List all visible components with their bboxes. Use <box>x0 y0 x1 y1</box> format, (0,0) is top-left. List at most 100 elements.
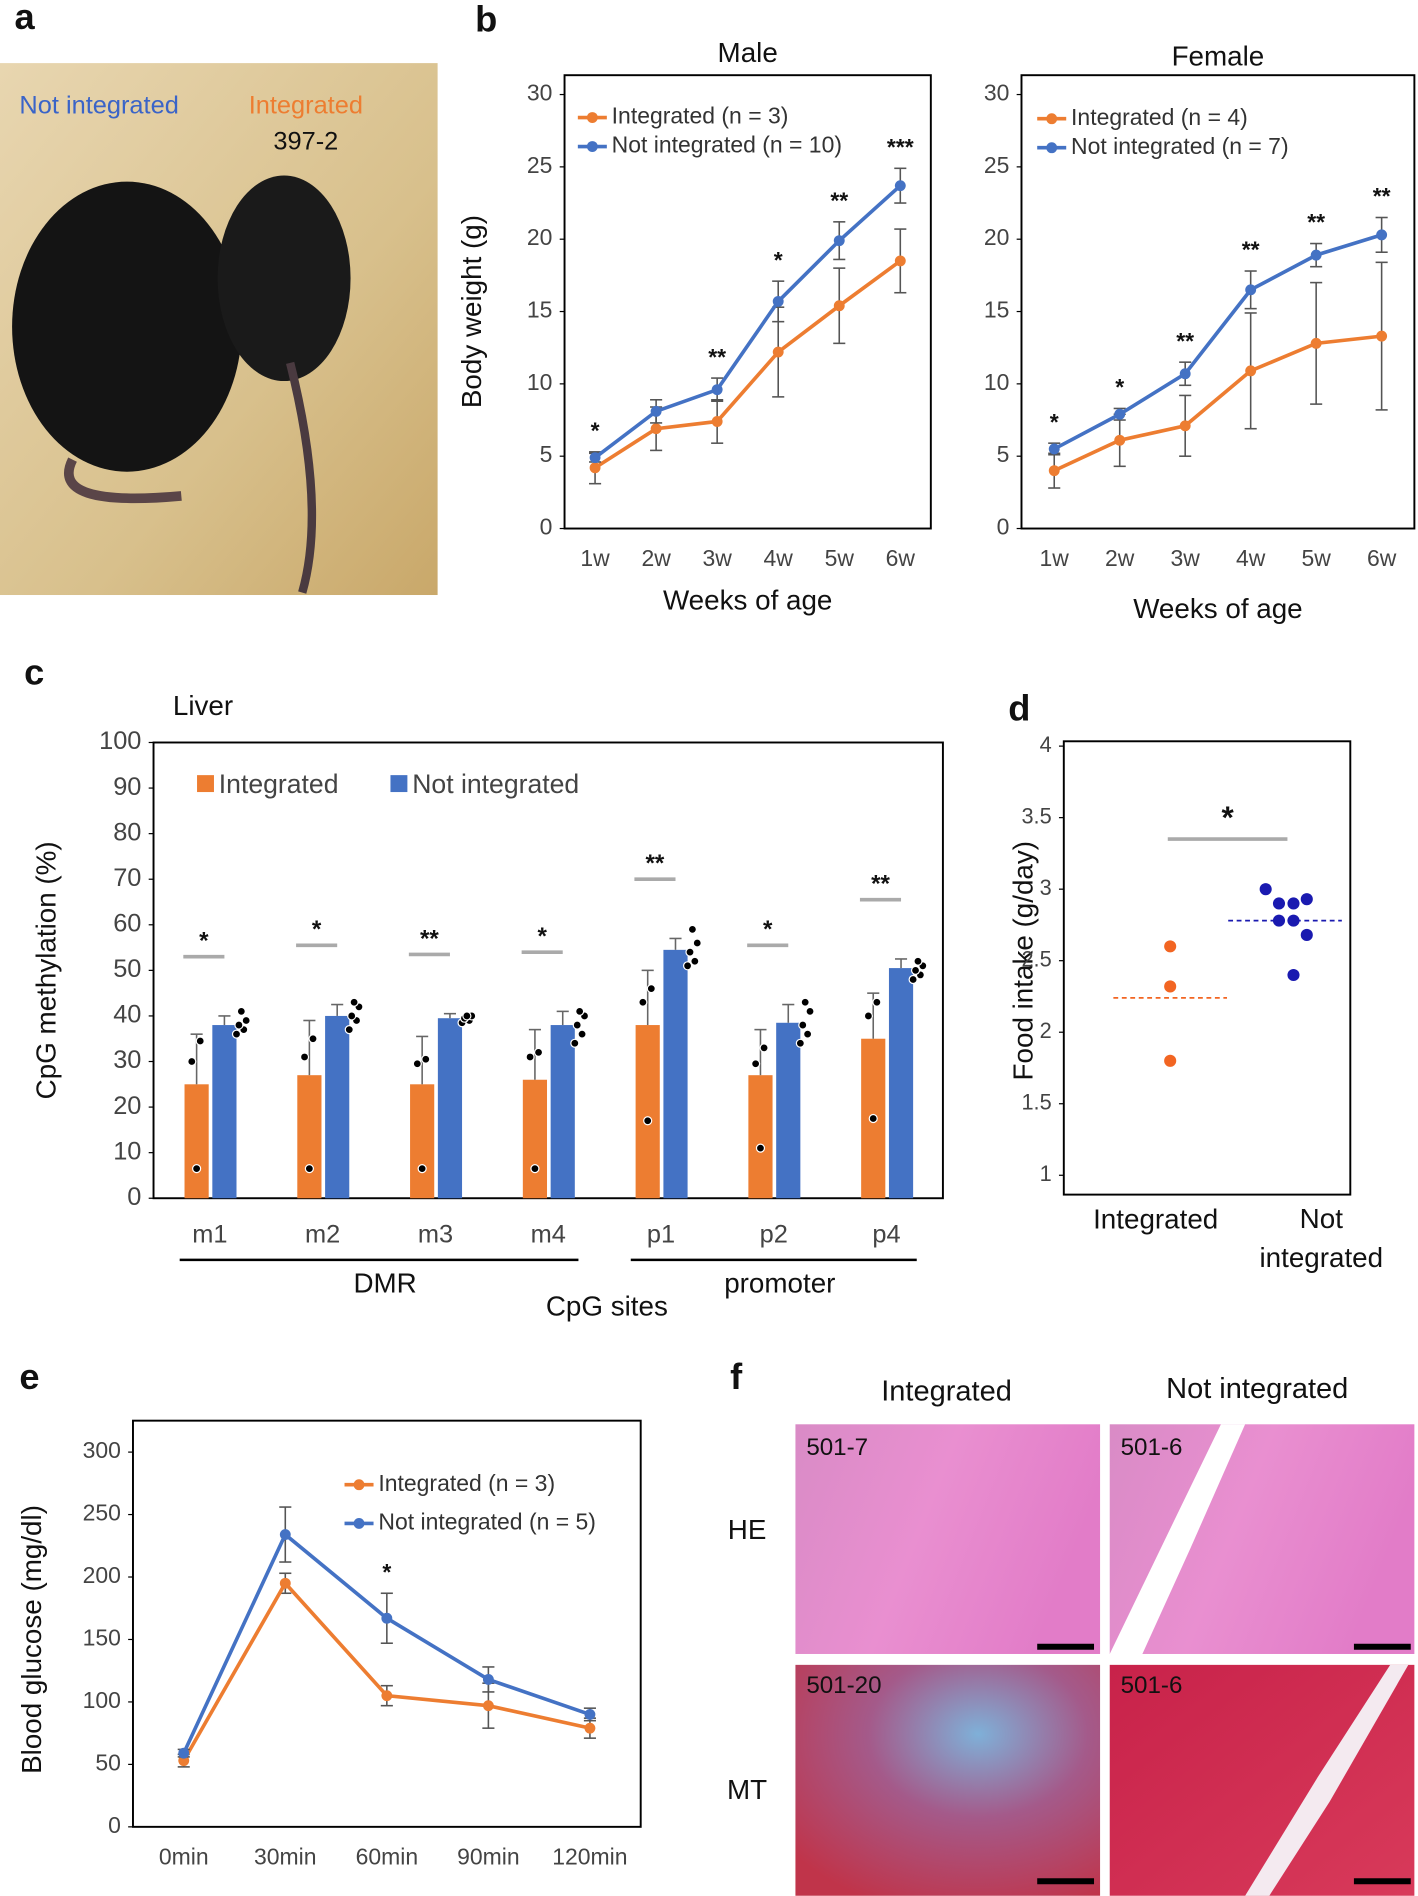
data-point <box>304 1164 314 1174</box>
x-tick-label: 5w <box>1301 545 1331 571</box>
chart: d Food intake (g/day) 1 1.5 2 2.5 3 3.5 4 Integra… <box>1007 688 1383 1274</box>
tissue-gap <box>1245 1664 1409 1896</box>
bar <box>437 1018 463 1199</box>
data-point <box>417 1164 427 1174</box>
column-label: Not integrated <box>1166 1373 1348 1405</box>
x-tick-label: 2w <box>1105 545 1135 571</box>
legend-swatch <box>390 775 408 793</box>
data-point <box>570 1038 580 1048</box>
data-point <box>685 947 695 957</box>
point <box>711 384 723 396</box>
point <box>1114 408 1126 420</box>
point <box>711 416 723 427</box>
point <box>1376 229 1388 241</box>
significance: * <box>1115 374 1124 400</box>
data-point <box>638 997 648 1007</box>
sample-label: 501-7 <box>806 1434 868 1461</box>
point <box>584 1708 596 1720</box>
data-point <box>187 1056 197 1067</box>
point <box>772 295 784 307</box>
data-point <box>236 1006 246 1016</box>
bar <box>888 968 914 1199</box>
panel-label: c <box>24 651 44 692</box>
legend-label: Integrated (n = 4) <box>1071 104 1248 130</box>
x-tick-label: m2 <box>305 1220 340 1248</box>
x-tick-label: p1 <box>647 1220 675 1248</box>
chart-title: Liver <box>173 690 233 721</box>
x-tick-label: 120min <box>552 1843 627 1869</box>
tail <box>286 361 317 594</box>
y-tick-label: 3.5 <box>1021 803 1051 828</box>
y-tick-label: 30 <box>984 80 1010 106</box>
sample-label: 501-6 <box>1121 1434 1183 1461</box>
panel-label: b <box>475 0 497 40</box>
x-tick-label: 1w <box>580 545 610 571</box>
x-axis-title: Weeks of age <box>663 585 832 616</box>
data-point <box>759 1043 769 1053</box>
data-point <box>231 1029 242 1039</box>
point <box>772 346 784 358</box>
series-line <box>1053 334 1382 473</box>
y-tick-label: 3 <box>1040 875 1052 900</box>
data-point <box>192 1164 202 1174</box>
mouse <box>12 181 242 472</box>
data-point <box>299 1052 310 1062</box>
chart: c Liver CpG methylation (%) CpG sites 0 10 20 3… <box>24 651 944 1322</box>
bar <box>522 1079 548 1199</box>
y-tick-label: 15 <box>984 297 1010 323</box>
significance: ** <box>420 925 439 952</box>
y-tick-label: 5 <box>540 441 553 467</box>
legend-label: Integrated <box>219 769 339 799</box>
data-point <box>575 1006 585 1016</box>
significance: ** <box>830 188 848 214</box>
point <box>894 180 906 192</box>
plot-frame <box>563 74 932 530</box>
data-point <box>805 1006 815 1016</box>
point <box>482 1700 494 1712</box>
data-point <box>692 938 702 948</box>
y-tick-label: 2 <box>1040 1018 1052 1043</box>
micrograph <box>1109 1664 1415 1896</box>
data-point <box>234 1020 244 1030</box>
y-tick-label: 5 <box>997 441 1010 467</box>
point <box>1310 249 1322 261</box>
data-point <box>241 1015 251 1026</box>
photo-f: f Integrated Not integrated HE MT 501-7 … <box>727 1356 1415 1896</box>
data-point <box>530 1164 540 1174</box>
y-tick-label: 1 <box>1040 1161 1052 1186</box>
data-point <box>795 1038 805 1048</box>
significance: ** <box>646 850 665 877</box>
legend-marker <box>1046 113 1058 125</box>
significance: * <box>763 916 773 943</box>
panel-label: d <box>1008 688 1030 729</box>
data-point <box>421 1054 431 1064</box>
column-label: Integrated <box>881 1376 1012 1408</box>
point <box>1179 420 1191 432</box>
photo-label: Integrated <box>249 91 363 119</box>
bar <box>212 1025 237 1199</box>
y-tick-label: 200 <box>83 1562 121 1588</box>
y-tick-label: 1.5 <box>1021 1089 1051 1114</box>
data-point <box>308 1034 318 1044</box>
significance: * <box>774 247 783 273</box>
data-point <box>755 1143 766 1153</box>
data-point <box>682 961 693 971</box>
plot-frame <box>152 741 944 1200</box>
x-tick-label: p4 <box>872 1220 900 1248</box>
data-point <box>462 1011 472 1021</box>
legend-label: Integrated (n = 3) <box>612 103 789 129</box>
y-tick-label: 80 <box>113 818 141 846</box>
point <box>650 423 662 435</box>
data-point <box>910 965 921 975</box>
point <box>178 1755 190 1767</box>
significance: * <box>382 1559 391 1585</box>
group-label: promoter <box>724 1268 835 1299</box>
y-tick-label: 0 <box>997 514 1010 540</box>
point <box>1179 368 1191 380</box>
bar <box>184 1084 209 1199</box>
point <box>833 235 845 247</box>
significance: * <box>591 418 600 444</box>
legend-label: Not integrated (n = 7) <box>1071 133 1289 159</box>
point <box>1048 443 1060 455</box>
point <box>279 1577 291 1589</box>
